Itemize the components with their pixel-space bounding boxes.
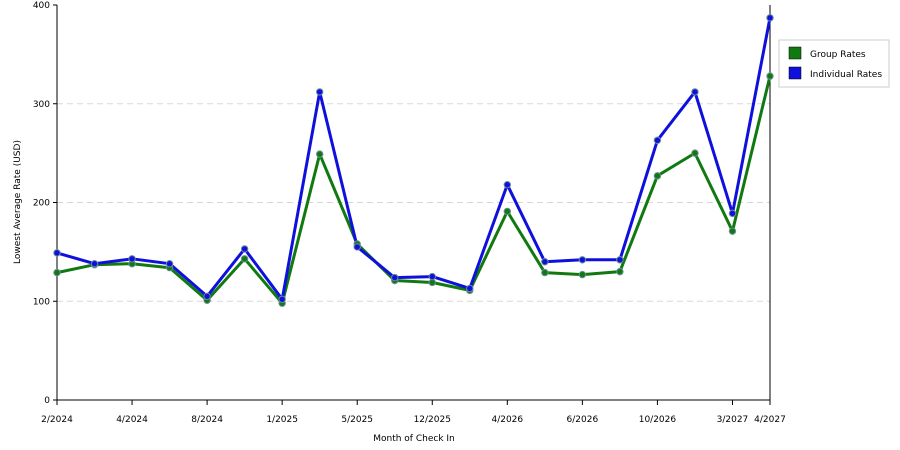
x-tick-label: 4/2027 [754,415,786,425]
data-point-0 [766,72,774,80]
legend-label-group: Group Rates [810,50,866,60]
data-point-0 [315,150,324,158]
data-point-1 [53,249,61,257]
data-point-1 [428,272,436,281]
x-ticks: 2/2024 4/2024 8/2024 1/2025 5/2025 12/2025 4/2… [41,400,786,425]
data-point-1 [766,14,774,22]
y-tick-label: 100 [33,297,50,307]
data-point-1 [128,255,136,263]
data-point-1 [503,181,512,189]
y-tick-label: 300 [33,100,50,110]
series-line-0 [56,75,772,305]
data-point-1 [278,295,286,303]
data-point-1 [616,256,624,264]
data-point-0 [541,268,549,277]
y-tick-label: 400 [33,1,50,11]
data-point-1 [653,136,662,144]
data-point-1 [728,209,737,218]
x-tick-label: 12/2025 [414,415,451,425]
y-tick-label: 200 [33,199,50,209]
series-lines [56,17,772,305]
data-point-0 [53,268,61,277]
data-point-1 [90,260,99,268]
data-point-1 [353,243,361,251]
data-point-0 [240,255,249,263]
data-point-1 [578,256,587,264]
data-point-0 [653,172,662,180]
series-points [53,14,774,307]
legend-swatch-individual [788,66,802,80]
x-tick-label: 5/2025 [341,415,373,425]
data-point-1 [165,260,174,268]
x-tick-label: 8/2024 [191,415,223,425]
data-point-0 [728,227,737,235]
x-tick-label: 3/2027 [717,415,749,425]
legend-swatch-group [788,46,802,60]
x-tick-label: 1/2025 [266,415,298,425]
x-tick-label: 4/2024 [116,415,148,425]
data-point-0 [503,207,512,216]
data-point-0 [578,270,587,279]
series-line-1 [56,17,772,301]
y-axis-title: Lowest Average Rate (USD) [13,140,23,264]
x-tick-label: 6/2026 [567,415,599,425]
data-point-1 [541,258,549,266]
data-point-1 [240,245,249,253]
x-tick-label: 4/2026 [491,415,523,425]
data-point-1 [203,292,211,301]
grid-lines [57,103,770,302]
x-axis-title: Month of Check In [373,434,455,444]
data-point-1 [391,273,399,282]
data-point-0 [691,149,699,157]
legend: Group Rates Individual Rates [778,39,890,88]
y-tick-label: 0 [44,396,50,406]
data-point-0 [616,267,624,276]
data-point-1 [466,284,474,293]
x-tick-label: 2/2024 [41,415,73,425]
data-point-1 [691,88,699,96]
data-point-1 [315,88,324,96]
legend-label-individual: Individual Rates [810,70,882,80]
x-tick-label: 10/2026 [639,415,677,425]
y-ticks: 0 100 200 300 400 [33,1,57,406]
